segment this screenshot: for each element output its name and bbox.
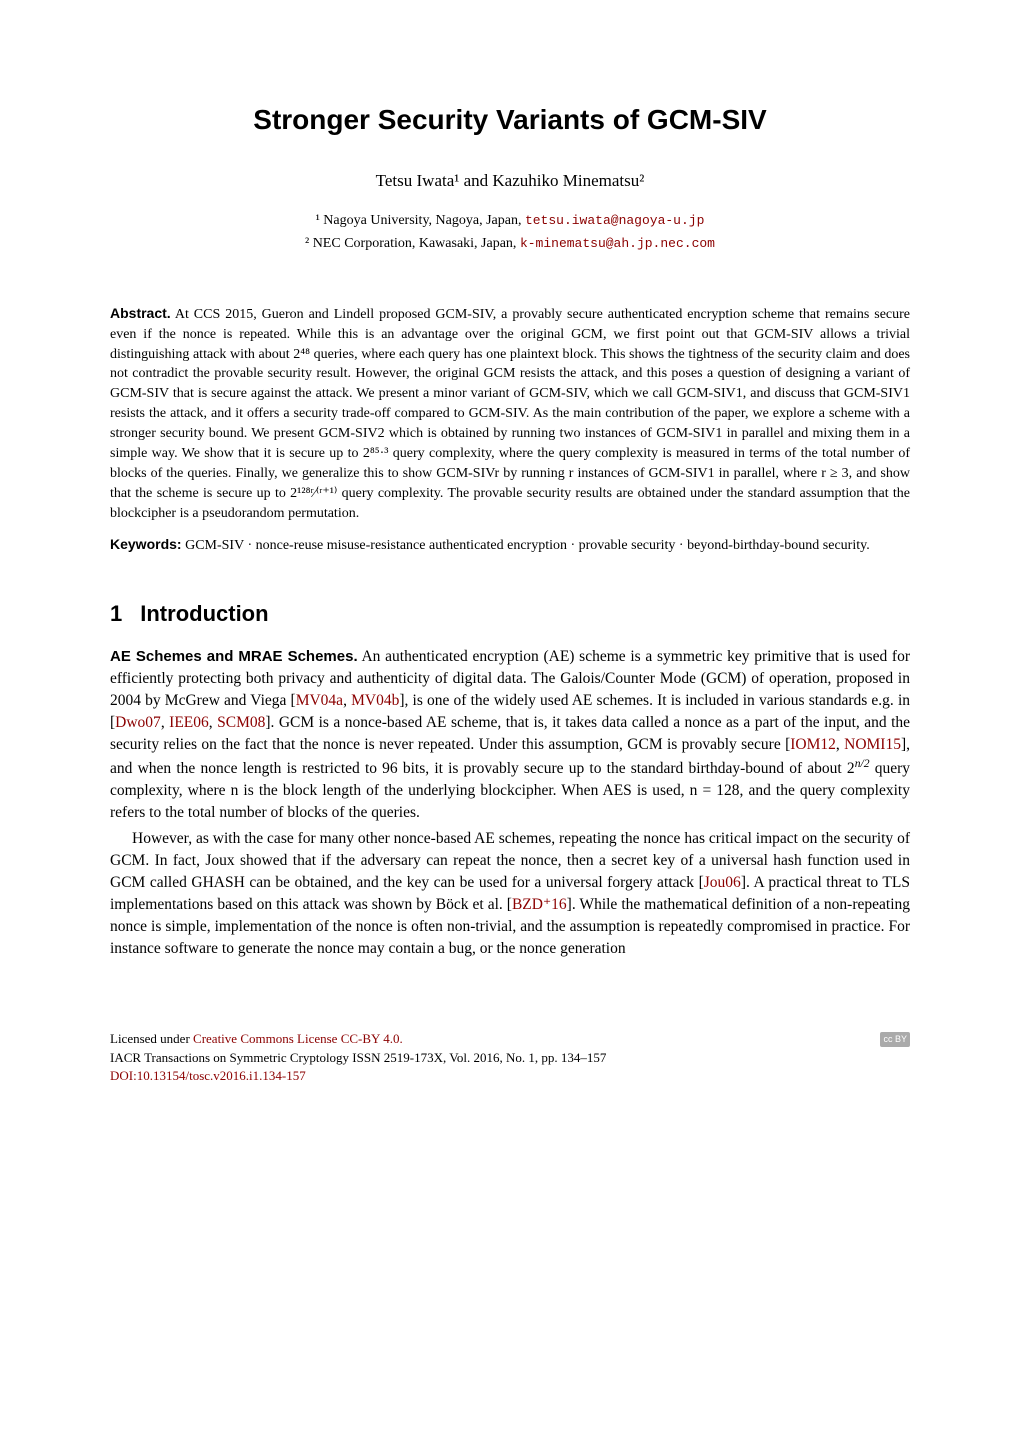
abstract-label: Abstract. [110,305,171,321]
section-1-heading: 1 Introduction [110,598,910,630]
affiliation-1: ¹ Nagoya University, Nagoya, Japan, tets… [110,211,910,231]
para1-t7: , [836,736,844,753]
paragraph-1-heading: AE Schemes and MRAE Schemes. [110,648,358,665]
cite-scm08[interactable]: SCM08 [217,714,265,731]
keywords-block: Keywords: GCM-SIV · nonce-reuse misuse-r… [110,535,910,556]
affiliation-1-text: ¹ Nagoya University, Nagoya, Japan, [316,213,525,228]
paper-title: Stronger Security Variants of GCM-SIV [110,100,910,141]
cite-mv04a[interactable]: MV04a [296,692,343,709]
license-link[interactable]: Creative Commons License CC-BY 4.0. [193,1031,403,1046]
cc-badge-icon: cc BY [880,1032,910,1047]
affiliation-1-email[interactable]: tetsu.iwata@nagoya-u.jp [525,213,704,228]
cite-dwo07[interactable]: Dwo07 [115,714,161,731]
affiliation-2-text: ² NEC Corporation, Kawasaki, Japan, [305,236,520,251]
section-1-number: 1 [110,601,122,626]
para1-exp1: n/2 [855,757,870,770]
abstract-text: At CCS 2015, Gueron and Lindell proposed… [110,307,910,521]
footer-doi-link[interactable]: DOI:10.13154/tosc.v2016.i1.134-157 [110,1068,306,1083]
affiliation-2-email[interactable]: k-minematsu@ah.jp.nec.com [520,236,715,251]
affiliation-2: ² NEC Corporation, Kawasaki, Japan, k-mi… [110,234,910,254]
cite-nomi15[interactable]: NOMI15 [844,736,901,753]
paragraph-ae-schemes: AE Schemes and MRAE Schemes. An authenti… [110,646,910,824]
keywords-text: GCM-SIV · nonce-reuse misuse-resistance … [182,538,870,553]
page-footer: Licensed under Creative Commons License … [110,1030,910,1085]
affiliations-block: ¹ Nagoya University, Nagoya, Japan, tets… [110,211,910,254]
footer-journal-line: IACR Transactions on Symmetric Cryptolog… [110,1049,910,1067]
cite-bzd16[interactable]: BZD⁺16 [512,896,567,913]
footer-license-line: Licensed under Creative Commons License … [110,1030,910,1048]
cite-iee06[interactable]: IEE06 [169,714,209,731]
cite-mv04b[interactable]: MV04b [351,692,399,709]
authors-line: Tetsu Iwata¹ and Kazuhiko Minematsu² [110,169,910,194]
cite-iom12[interactable]: IOM12 [790,736,836,753]
keywords-label: Keywords: [110,536,182,552]
section-1-title: Introduction [140,601,268,626]
license-prefix: Licensed under [110,1031,193,1046]
para1-t5: , [209,714,217,731]
paragraph-nonce-repeat: However, as with the case for many other… [110,828,910,960]
para1-t4: , [161,714,169,731]
para1-t2: , [343,692,351,709]
cite-jou06[interactable]: Jou06 [704,874,741,891]
abstract-block: Abstract. At CCS 2015, Gueron and Lindel… [110,304,910,524]
